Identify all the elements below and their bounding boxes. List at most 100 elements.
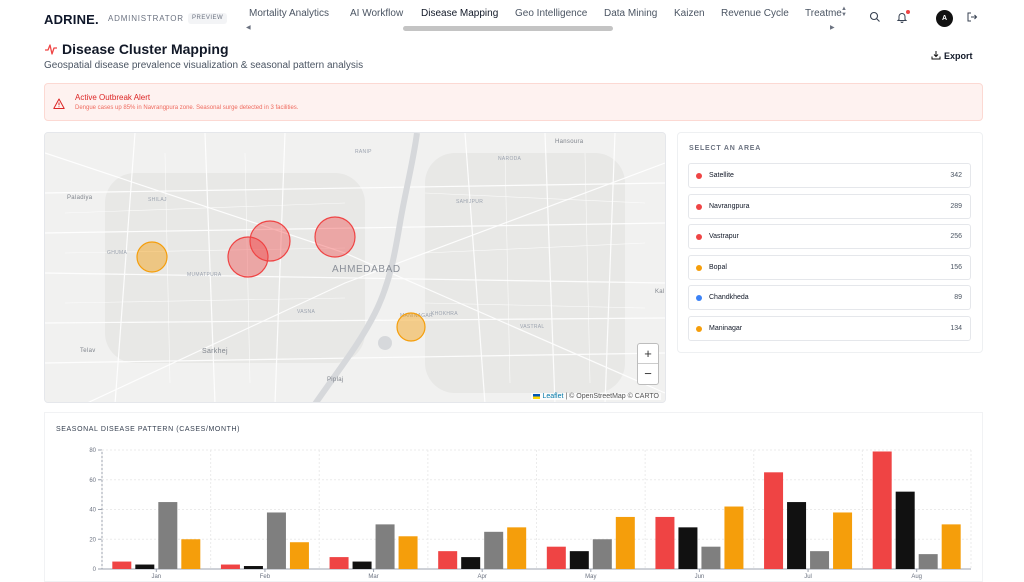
bar-feb-s1: [220, 564, 240, 569]
nav-scroll-right-icon[interactable]: ▶: [830, 25, 835, 31]
y-tick-label: 0: [93, 567, 97, 573]
bar-may-s1: [546, 546, 566, 569]
area-row-vastrapur[interactable]: Vastrapur 256: [688, 224, 971, 250]
download-icon: [931, 51, 941, 62]
area-count: 156: [950, 263, 962, 271]
nav-geo-intelligence[interactable]: Geo Intelligence: [515, 8, 588, 19]
bar-jun-s2: [678, 527, 698, 569]
bar-may-s2: [569, 551, 589, 569]
bar-may-s3: [592, 539, 612, 569]
area-row-satellite[interactable]: Satellite 342: [688, 163, 971, 188]
area-row-navrangpura[interactable]: Navrangpura 289: [688, 193, 971, 219]
export-button[interactable]: Export: [924, 46, 980, 66]
map-label-telav: Telav: [80, 348, 96, 354]
bar-jun-s3: [701, 546, 721, 569]
nav-data-mining[interactable]: Data Mining: [604, 8, 658, 19]
cluster-marker-satellite[interactable]: [314, 216, 356, 258]
zoom-in-button[interactable]: +: [638, 344, 658, 364]
x-tick-label: Apr: [478, 574, 487, 580]
nav-disease-mapping[interactable]: Disease Mapping: [421, 8, 499, 19]
map-label-sahijpur: SAHIJPUR: [456, 199, 484, 205]
disease-map[interactable]: RANIP NARODA Hansoura Paladiya SHILAJ SA…: [44, 132, 666, 403]
area-panel: SELECT AN AREA Satellite 342 Navrangpura 28…: [677, 132, 983, 353]
activity-icon: [44, 42, 58, 56]
nav-mortality-analytics[interactable]: Mortality Analytics: [249, 8, 330, 19]
area-row-maninagar[interactable]: Maninagar 134: [688, 316, 971, 341]
nav-kaizen[interactable]: Kaizen: [674, 8, 705, 19]
chart-title: SEASONAL DISEASE PATTERN (CASES/MONTH): [56, 426, 241, 433]
nav-ai-workflow[interactable]: AI Workflow: [350, 8, 404, 19]
area-dot: [696, 264, 702, 271]
area-row-bopal[interactable]: Bopal 156: [688, 254, 971, 280]
bar-jun-s1: [655, 516, 675, 569]
map-label-paladiya: Paladiya: [67, 195, 93, 201]
nav-scroll-left-icon[interactable]: ◀: [246, 25, 251, 31]
area-count: 342: [950, 172, 962, 179]
x-tick-label: Jul: [804, 574, 812, 580]
x-tick-label: May: [585, 574, 596, 580]
avatar[interactable]: A: [936, 10, 953, 27]
area-dot: [696, 203, 702, 210]
app-logo[interactable]: ADRINE.: [44, 12, 99, 27]
map-label-hansoura: Hansoura: [555, 139, 584, 145]
cluster-marker-vastrapur[interactable]: [227, 236, 269, 278]
area-name: Chandkheda: [709, 294, 749, 302]
area-count: 289: [950, 202, 962, 210]
nav-treatment[interactable]: Treatme: [805, 8, 842, 19]
bar-mar-s2: [352, 561, 372, 569]
alert-message: Dengue cases up 85% in Navrangpura zone.…: [75, 105, 299, 111]
bar-aug-s1: [872, 451, 892, 569]
map-label-vastral: VASTRAL: [520, 324, 545, 330]
area-count: 256: [950, 233, 962, 241]
area-name: Maninagar: [709, 325, 743, 332]
top-header: ADRINE. ADMINISTRATOR PREVIEW Mortality …: [0, 0, 1024, 36]
cluster-marker-maninagar[interactable]: [396, 312, 426, 342]
area-count: 134: [950, 325, 962, 332]
nav-scrollbar[interactable]: [403, 26, 613, 31]
area-name: Bopal: [709, 263, 727, 271]
map-label-sarkhej: Sarkhej: [202, 348, 228, 355]
zoom-out-button[interactable]: −: [644, 366, 652, 381]
bar-jan-s2: [135, 564, 155, 569]
x-tick-label: Aug: [911, 574, 922, 580]
bar-may-s4: [615, 516, 635, 569]
bar-feb-s2: [243, 566, 263, 569]
seasonal-chart-card: SEASONAL DISEASE PATTERN (CASES/MONTH) 0…: [44, 412, 983, 582]
map-label-shilaj: SHILAJ: [148, 197, 167, 203]
bell-icon[interactable]: [895, 11, 909, 25]
map-basemap: [45, 133, 665, 402]
map-label-city: AHMEDABAD: [332, 264, 401, 275]
bar-feb-s4: [289, 542, 309, 569]
seasonal-chart: 0 20 40 60 80 Jan Feb Mar Apr May Jun Jul Aug: [89, 448, 972, 580]
alert-title: Active Outbreak Alert: [75, 93, 151, 102]
nav-scroll-updown-icon[interactable]: ▲ ▼: [841, 6, 847, 18]
y-tick-label: 20: [89, 537, 96, 543]
bar-aug-s4: [941, 524, 961, 569]
outbreak-alert: Active Outbreak Alert Dengue cases up 85…: [44, 83, 983, 121]
bar-jan-s1: [112, 561, 132, 569]
area-dot: [696, 326, 702, 332]
cluster-marker-navrangpura[interactable]: [249, 220, 291, 262]
map-label-vasna: VASNA: [297, 309, 316, 315]
x-tick-label: Mar: [368, 574, 378, 580]
area-row-chandkheda[interactable]: Chandkheda 89: [688, 285, 971, 311]
map-attribution: Leaflet | © OpenStreetMap © CARTO: [531, 393, 661, 400]
search-icon[interactable]: [868, 11, 882, 25]
bar-jun-s4: [724, 506, 744, 569]
map-label-ghuma: GHUMA: [107, 250, 128, 256]
logout-icon[interactable]: [965, 11, 979, 25]
map-label-ranip: RANIP: [355, 149, 372, 155]
leaflet-link[interactable]: Leaflet: [542, 393, 564, 400]
export-label: Export: [944, 51, 973, 61]
bar-apr-s2: [461, 557, 481, 569]
area-dot: [696, 295, 702, 302]
area-name: Navrangpura: [709, 202, 750, 210]
map-label-kal: Kal: [655, 289, 665, 295]
bar-jul-s1: [764, 472, 784, 569]
y-tick-label: 80: [89, 448, 96, 454]
area-name: Vastrapur: [709, 233, 739, 241]
role-label: ADMINISTRATOR: [108, 14, 184, 23]
cluster-marker-bopal[interactable]: [136, 241, 168, 273]
x-tick-label: Jun: [695, 574, 705, 580]
nav-revenue-cycle[interactable]: Revenue Cycle: [721, 8, 789, 19]
